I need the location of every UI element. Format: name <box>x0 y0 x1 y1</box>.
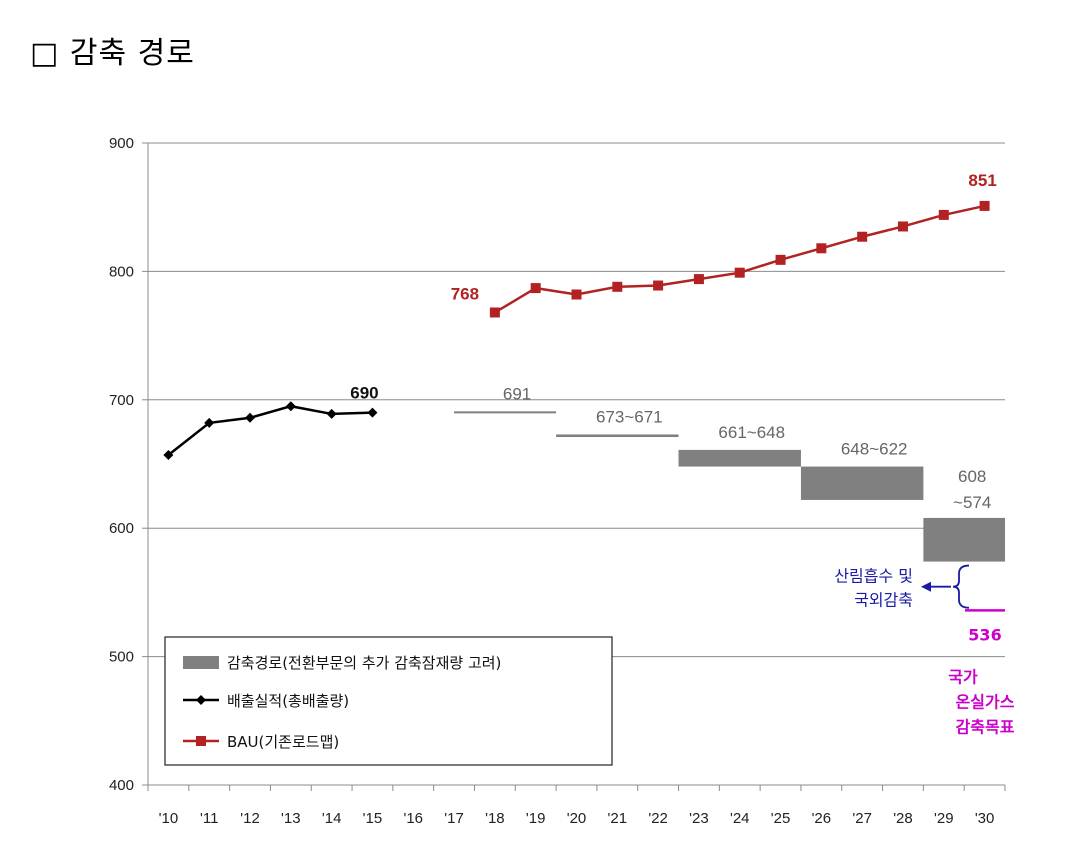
x-tick-label: '22 <box>648 810 668 827</box>
bau-point <box>693 274 704 285</box>
x-tick-label: '11 <box>200 810 218 827</box>
x-tick-label: '12 <box>240 810 260 827</box>
legend-label: 배출실적(총배출량) <box>227 692 349 710</box>
x-tick-label: '24 <box>730 810 750 827</box>
y-tick-label: 900 <box>109 135 134 152</box>
bau-point <box>489 307 500 318</box>
offset-annotation: 국외감축 <box>854 591 913 610</box>
x-tick-label: '17 <box>444 810 464 827</box>
actual-emissions-point <box>367 407 378 418</box>
reduction-path-label: 608 <box>958 467 986 486</box>
x-tick-label: '14 <box>322 810 342 827</box>
offset-annotation: 산림흡수 및 <box>834 567 913 586</box>
x-tick-label: '21 <box>608 810 628 827</box>
y-tick-label: 700 <box>109 392 134 409</box>
actual-emissions-point <box>326 408 337 419</box>
x-tick-label: '26 <box>812 810 832 827</box>
reduction-path-bar <box>923 517 1005 562</box>
legend-box <box>164 636 613 766</box>
target-label: 536 <box>968 625 1001 644</box>
reduction-path-label: 691 <box>503 384 531 403</box>
reduction-path-label: 673~671 <box>596 407 663 426</box>
target-caption: 온실가스 <box>956 692 1015 711</box>
legend-marker-actual <box>196 695 206 705</box>
reduction-path-bar <box>454 411 557 414</box>
offset-arrowhead <box>921 581 931 592</box>
bau-point <box>938 209 949 220</box>
bau-point <box>857 231 868 242</box>
bau-point <box>530 283 541 294</box>
actual-emissions-point <box>204 417 215 428</box>
x-tick-label: '16 <box>403 810 423 827</box>
legend-marker-bau <box>196 736 206 746</box>
x-tick-label: '30 <box>975 810 995 827</box>
reduction-path-bar <box>678 449 801 467</box>
y-tick-label: 400 <box>109 777 134 794</box>
offset-brace <box>952 564 970 609</box>
page-title: □ 감축 경로 <box>30 36 195 71</box>
x-tick-label: '27 <box>852 810 872 827</box>
target-caption: 국가 <box>948 667 978 686</box>
bau-point <box>816 243 827 254</box>
x-tick-label: '20 <box>567 810 587 827</box>
x-tick-label: '13 <box>281 810 301 827</box>
bau-point <box>775 254 786 265</box>
bau-point <box>571 289 582 300</box>
bau-point <box>653 280 664 291</box>
x-tick-label: '10 <box>159 810 179 827</box>
reduction-path-label: ~574 <box>953 493 991 512</box>
actual-last-label: 690 <box>350 384 378 403</box>
x-tick-label: '29 <box>934 810 954 827</box>
x-tick-label: '15 <box>363 810 383 827</box>
bau-first-label: 768 <box>451 284 479 303</box>
y-tick-label: 800 <box>109 263 134 280</box>
x-tick-label: '28 <box>893 810 913 827</box>
x-tick-label: '19 <box>526 810 546 827</box>
x-tick-label: '25 <box>771 810 791 827</box>
legend-label: 감축경로(전환부문의 추가 감축잠재량 고려) <box>227 654 501 672</box>
bau-point <box>612 281 623 292</box>
legend-swatch-reduction <box>183 656 219 669</box>
bau-last-label: 851 <box>968 171 996 190</box>
x-tick-label: '23 <box>689 810 709 827</box>
bau-point <box>897 221 908 232</box>
legend-label: BAU(기존로드맵) <box>227 733 339 751</box>
y-tick-label: 500 <box>109 649 134 666</box>
actual-emissions-point <box>245 412 256 423</box>
actual-emissions-point <box>285 401 296 412</box>
reduction-path-bar <box>800 466 924 500</box>
reduction-path-label: 648~622 <box>841 440 908 459</box>
target-caption: 감축목표 <box>956 717 1015 736</box>
bau-point <box>979 200 990 211</box>
reduction-path-label: 661~648 <box>718 423 785 442</box>
actual-emissions-point <box>163 450 174 461</box>
reduction-path-bar <box>556 434 679 438</box>
bau-point <box>734 267 745 278</box>
y-tick-label: 600 <box>109 520 134 537</box>
x-tick-label: '18 <box>485 810 505 827</box>
actual-emissions-line <box>167 404 373 456</box>
bau-line <box>494 204 985 314</box>
